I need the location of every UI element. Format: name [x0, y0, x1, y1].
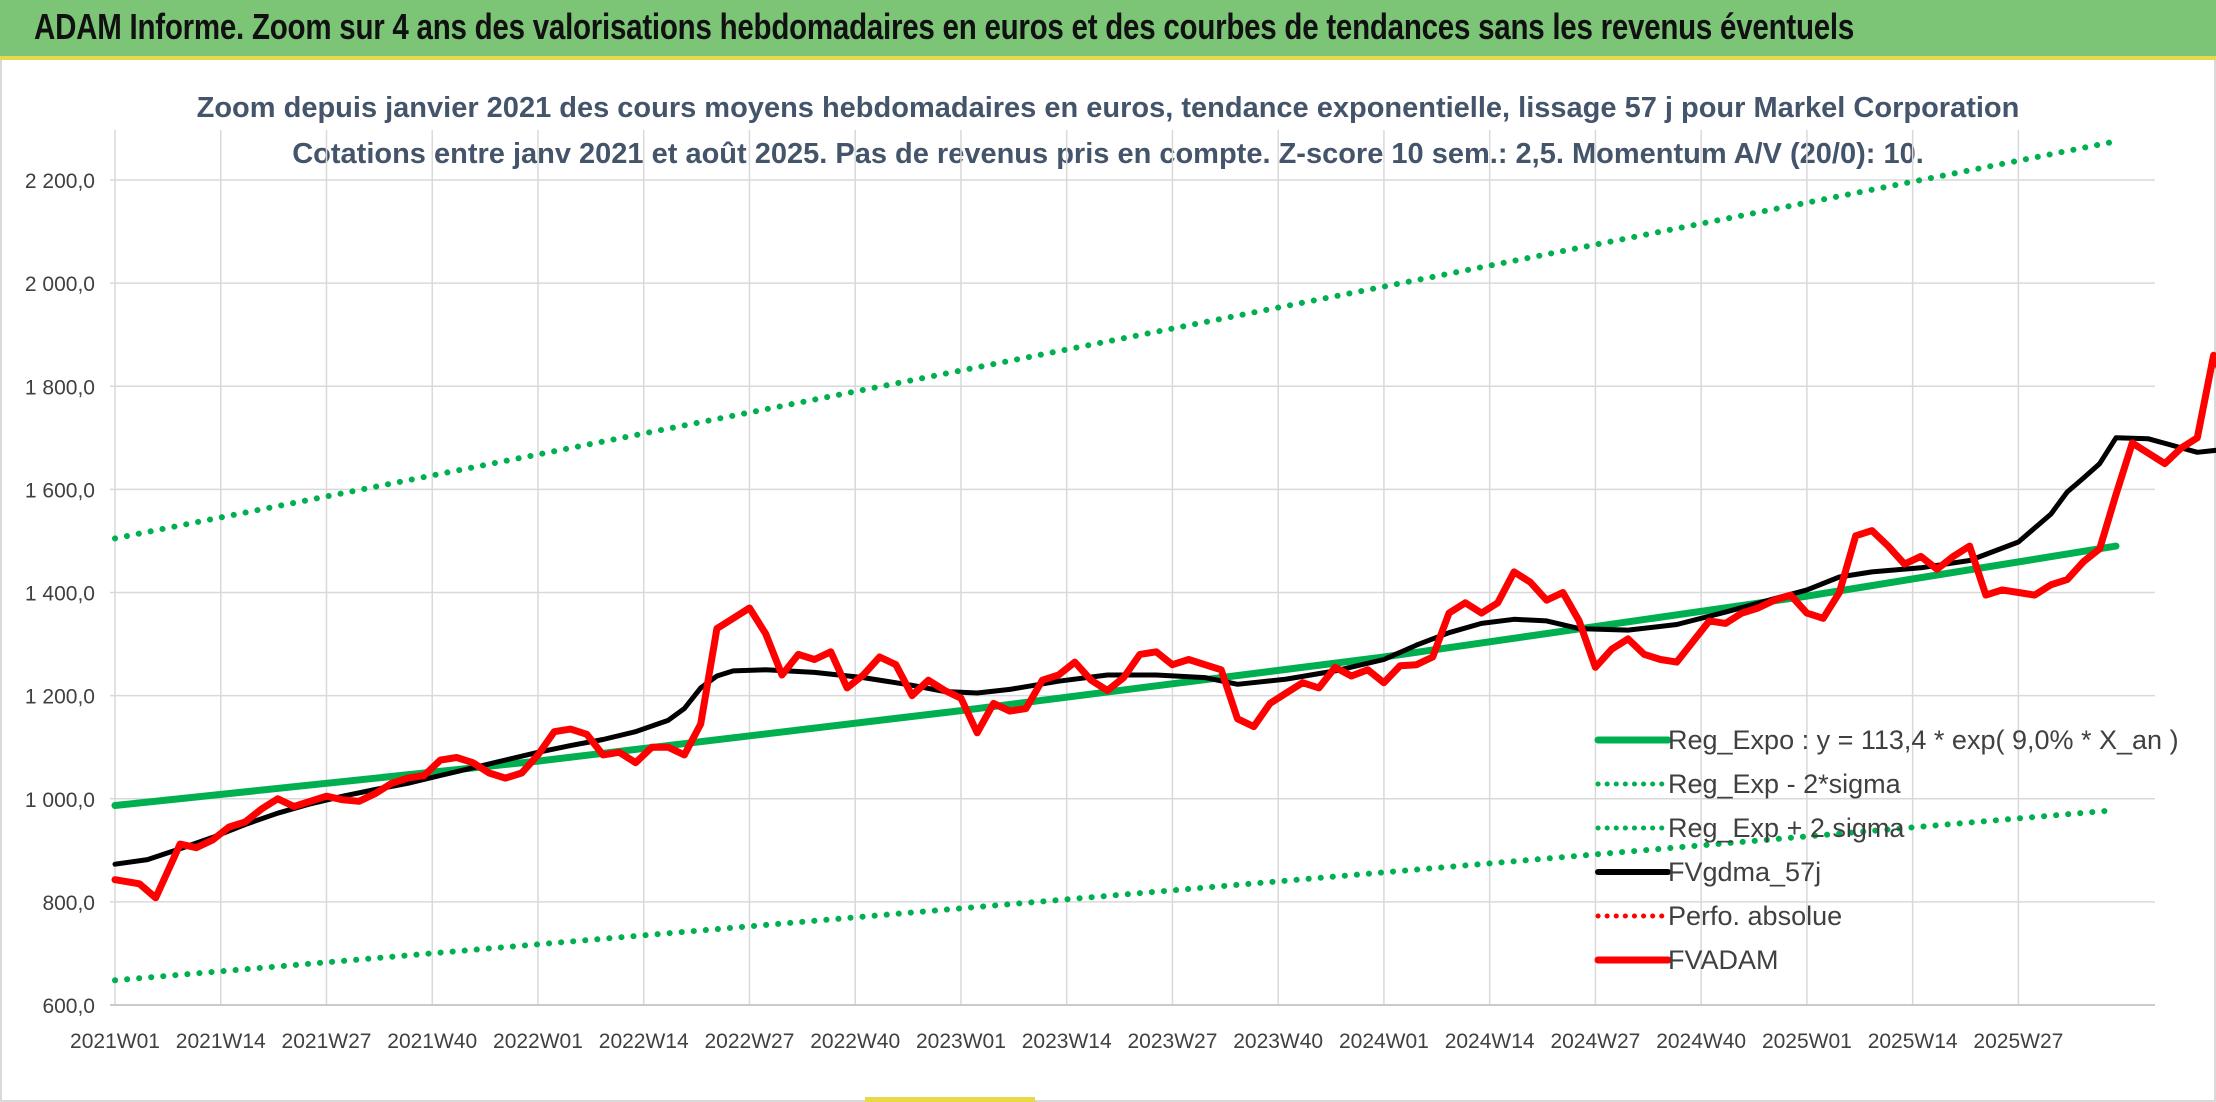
- y-axis: 600,0 800,0 1 000,0 1 200,0 1 400,0 1 600,0 1 …: [25, 170, 95, 1018]
- bottom-accent: [865, 1097, 1035, 1102]
- legend-label: FVgdma_57j: [1668, 857, 1821, 887]
- y-tick-label: 1 800,0: [25, 376, 95, 399]
- series-5-line: [111, 351, 2216, 902]
- series-group: [111, 138, 2216, 984]
- x-tick-label: 2025W01: [1762, 1030, 1852, 1053]
- header-bar: ADAM Informe. Zoom sur 4 ans des valoris…: [0, 0, 2216, 60]
- page-title: ADAM Informe. Zoom sur 4 ans des valoris…: [34, 6, 1855, 47]
- x-tick-label: 2021W01: [70, 1030, 160, 1053]
- x-tick-label: 2025W14: [1868, 1030, 1958, 1053]
- series-2-line: [112, 138, 2119, 542]
- x-tick-label: 2023W01: [916, 1030, 1006, 1053]
- legend: Reg_Expo : y = 113,4 * exp( 9,0% * X_an …: [1594, 725, 2179, 975]
- legend-label: Reg_Expo : y = 113,4 * exp( 9,0% * X_an …: [1668, 725, 2179, 755]
- x-axis: 2021W01 2021W14 2021W27 2021W40 2022W01 2022W…: [70, 1030, 2063, 1053]
- y-tick-label: 600,0: [42, 995, 95, 1018]
- chart-title: Zoom depuis janvier 2021 des cours moyen…: [197, 92, 2020, 124]
- x-tick-label: 2025W27: [1973, 1030, 2063, 1053]
- grid: [110, 130, 2155, 1006]
- x-tick-label: 2022W40: [810, 1030, 900, 1053]
- legend-label: Reg_Exp + 2 sigma: [1668, 813, 1905, 843]
- x-tick-label: 2022W01: [493, 1030, 583, 1053]
- y-tick-label: 2 000,0: [25, 273, 95, 296]
- x-tick-label: 2024W01: [1339, 1030, 1429, 1053]
- series-1-line: [112, 807, 2119, 984]
- legend-label: Perfo. absolue: [1668, 901, 1842, 931]
- x-tick-label: 2024W14: [1445, 1030, 1535, 1053]
- legend-label: Reg_Exp - 2*sigma: [1668, 769, 1902, 799]
- x-tick-label: 2021W14: [176, 1030, 266, 1053]
- y-tick-label: 800,0: [42, 892, 95, 915]
- y-tick-label: 1 200,0: [25, 686, 95, 709]
- x-tick-label: 2021W27: [282, 1030, 372, 1053]
- x-tick-label: 2024W27: [1550, 1030, 1640, 1053]
- x-tick-label: 2023W40: [1233, 1030, 1323, 1053]
- x-tick-label: 2021W40: [387, 1030, 477, 1053]
- y-tick-label: 1 600,0: [25, 479, 95, 502]
- chart-subtitle: Cotations entre janv 2021 et août 2025. …: [292, 138, 1924, 170]
- y-tick-label: 1 400,0: [25, 583, 95, 606]
- x-tick-label: 2022W14: [599, 1030, 689, 1053]
- legend-label: FVADAM: [1668, 945, 1779, 975]
- x-tick-label: 2024W40: [1656, 1030, 1746, 1053]
- y-tick-label: 1 000,0: [25, 789, 95, 812]
- x-tick-label: 2023W14: [1022, 1030, 1112, 1053]
- y-tick-label: 2 200,0: [25, 170, 95, 193]
- x-tick-label: 2022W27: [705, 1030, 795, 1053]
- series-3-line: [112, 435, 2216, 867]
- x-tick-label: 2023W27: [1127, 1030, 1217, 1053]
